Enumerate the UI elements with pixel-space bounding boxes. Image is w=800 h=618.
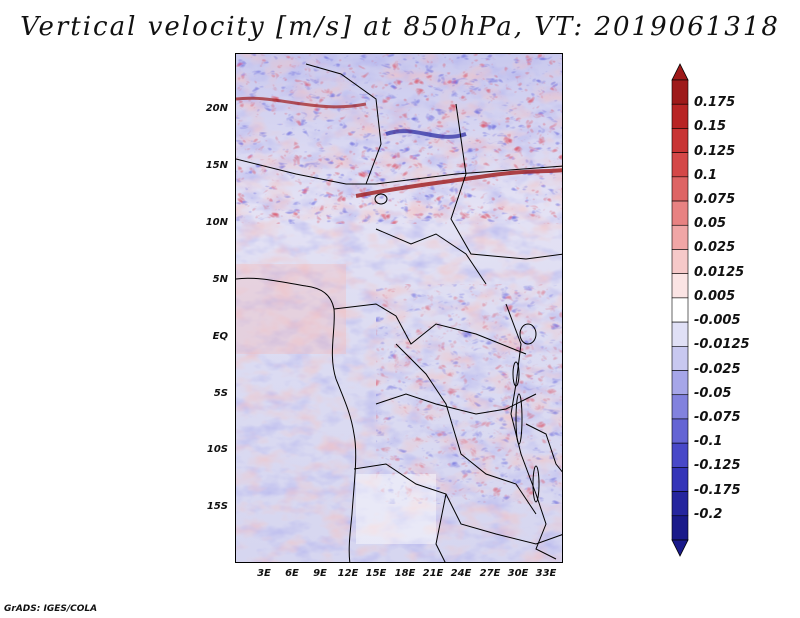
colorbar-label: 0.0125 (694, 264, 745, 280)
colorbar-box (671, 346, 689, 371)
colorbar-box (671, 297, 689, 323)
colorbar-box (671, 273, 689, 299)
colorbar-label: -0.175 (694, 482, 741, 498)
colorbar-box (671, 491, 689, 517)
colorbar (671, 63, 689, 557)
colorbar-box (671, 321, 689, 347)
colorbar-label: 0.005 (694, 288, 736, 304)
descent-band (385, 129, 467, 139)
lon-tick-label: 6E (285, 568, 299, 579)
colorbar-label: -0.075 (694, 409, 741, 425)
colorbar-box (671, 249, 689, 274)
lon-tick-label: 18E (394, 568, 416, 579)
coastlines-borders (236, 63, 562, 562)
colorbar-label: 0.05 (694, 216, 727, 232)
colorbar-label: -0.125 (694, 458, 741, 474)
colorbar-box (671, 442, 689, 468)
lon-tick-label: 30E (507, 568, 529, 579)
lon-tick-label: 27E (479, 568, 501, 579)
colorbar-label: 0.15 (694, 119, 727, 135)
lon-tick-label: 12E (337, 568, 359, 579)
colorbar-label: 0.125 (694, 143, 736, 159)
colorbar-arrow-bottom (671, 539, 689, 557)
colorbar-label: -0.05 (694, 385, 732, 401)
colorbar-box (671, 418, 689, 444)
lon-tick-label: 33E (535, 568, 557, 579)
ascent-band-north (236, 96, 367, 109)
lat-tick-label: 5S (213, 388, 228, 399)
lat-tick-label: 15N (205, 160, 228, 171)
lon-tick-label: 21E (422, 568, 444, 579)
colorbar-label: -0.025 (694, 361, 741, 377)
lat-tick-label: 20N (205, 103, 228, 114)
field-gulf-positive (236, 264, 346, 354)
lon-tick-label: 15E (365, 568, 387, 579)
colorbar-label: -0.1 (694, 434, 723, 450)
colorbar-label: 0.075 (694, 192, 736, 208)
colorbar-label: -0.005 (694, 313, 741, 329)
colorbar-label: -0.0125 (694, 337, 750, 353)
colorbar-label: -0.2 (694, 506, 723, 522)
colorbar-box (671, 224, 689, 250)
colorbar-box (671, 394, 689, 420)
ascent-band (355, 168, 562, 198)
colorbar-box (671, 152, 689, 178)
colorbar-box (671, 103, 689, 129)
colorbar-box (671, 467, 689, 492)
field-angola-neutral (356, 474, 436, 544)
colorbar-label: 0.025 (694, 240, 736, 256)
colorbar-box (671, 515, 689, 541)
lat-tick-label: 10S (206, 444, 228, 455)
vertical-velocity-field (236, 54, 562, 562)
lat-tick-label: EQ (212, 331, 228, 342)
lon-tick-label: 9E (313, 568, 327, 579)
colorbar-arrow-top (671, 63, 689, 81)
colorbar-box (671, 79, 689, 105)
colorbar-box (671, 200, 689, 226)
map-panel (235, 53, 563, 563)
lon-tick-label: 3E (257, 568, 271, 579)
colorbar-label: 0.1 (694, 167, 718, 183)
lon-tick-label: 24E (450, 568, 472, 579)
footer-credit: GrADS: IGES/COLA (4, 604, 98, 614)
lakes (374, 193, 540, 503)
colorbar-box (671, 128, 689, 153)
field-texture-sahel (236, 54, 562, 224)
lat-tick-label: 15S (206, 501, 228, 512)
lat-tick-label: 5N (212, 274, 228, 285)
colorbar-box (671, 176, 689, 202)
colorbar-box (671, 370, 689, 396)
lat-tick-label: 10N (205, 217, 228, 228)
chart-title: Vertical velocity [m/s] at 850hPa, VT: 2… (20, 12, 780, 42)
colorbar-label: 0.175 (694, 95, 736, 111)
